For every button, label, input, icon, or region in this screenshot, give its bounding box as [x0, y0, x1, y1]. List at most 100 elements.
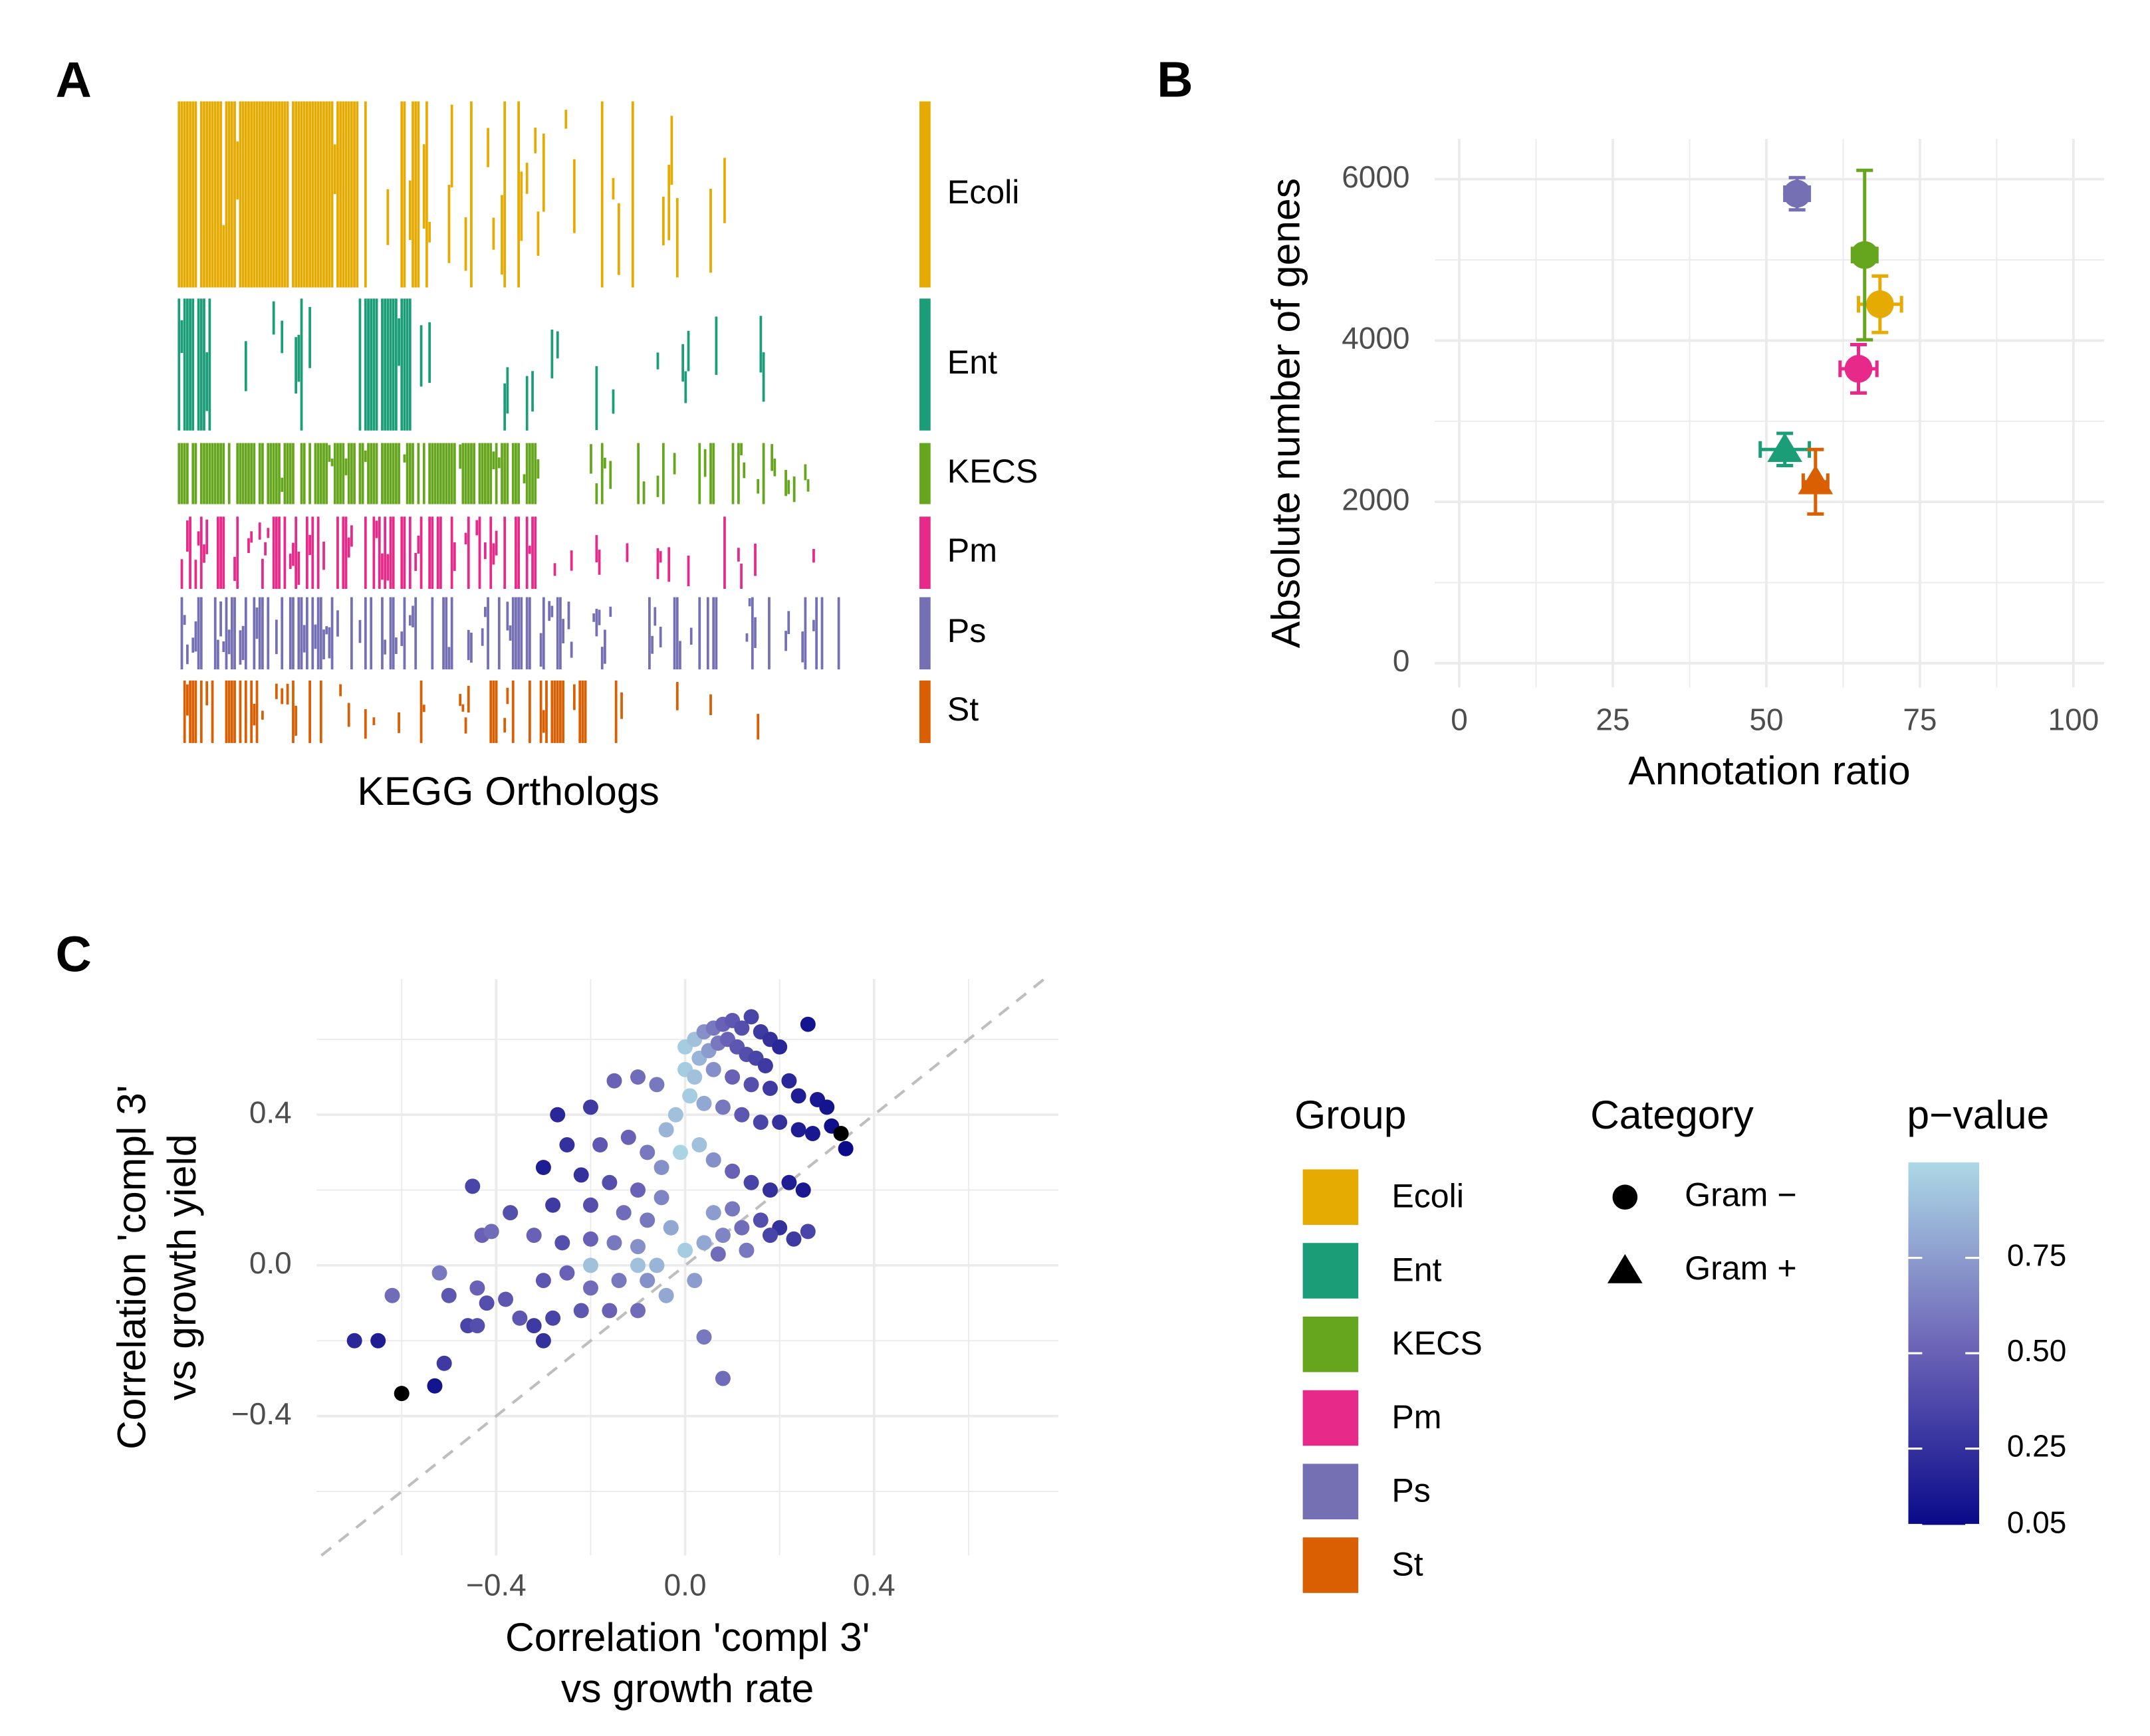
- point: [630, 1069, 646, 1085]
- heatmap-cell: [372, 717, 376, 725]
- heatmap-cell: [525, 376, 529, 431]
- heatmap-cell: [492, 217, 495, 250]
- heatmap-cell: [464, 717, 467, 734]
- colorbar-label: 0.75: [2007, 1238, 2066, 1273]
- heatmap-cell: [631, 101, 634, 288]
- heatmap-cell: [408, 516, 412, 589]
- heatmap-cell: [178, 298, 181, 431]
- heatmap-cell: [539, 680, 542, 743]
- heatmap-cell: [511, 597, 515, 670]
- heatmap-cell: [534, 443, 537, 504]
- heatmap-cell: [392, 298, 395, 431]
- heatmap-cell: [233, 680, 236, 743]
- heatmap-cell: [489, 516, 493, 589]
- heatmap-cell: [539, 633, 542, 667]
- heatmap-cell: [534, 516, 537, 589]
- point: [630, 1182, 646, 1198]
- heatmap-cell: [389, 516, 392, 589]
- heatmap-cell: [559, 680, 562, 743]
- heatmap-row: [180, 597, 840, 670]
- heatmap-cell: [264, 101, 267, 288]
- point: [786, 1231, 802, 1247]
- heatmap-cell: [199, 516, 203, 589]
- heatmap-cell: [392, 597, 395, 670]
- heatmap-cell: [250, 680, 253, 743]
- heatmap-cell: [731, 443, 735, 504]
- heatmap-cell: [748, 598, 751, 607]
- point: [640, 1212, 656, 1228]
- heatmap-cell: [261, 101, 264, 288]
- heatmap-cell: [344, 516, 348, 589]
- heatmap-cell: [255, 607, 259, 639]
- heatmap-cell: [398, 712, 400, 733]
- heatmap-cell: [347, 443, 350, 504]
- heatmap-cell: [217, 443, 219, 504]
- point: [715, 1099, 731, 1115]
- heatmap-cell: [445, 443, 448, 504]
- heatmap-cell: [319, 101, 322, 288]
- heatmap-cell: [283, 516, 287, 589]
- heatmap-cell: [487, 128, 489, 167]
- heatmap-cell: [495, 680, 498, 743]
- heatmap-cell: [314, 624, 317, 649]
- x-tick-label: 25: [1596, 703, 1629, 737]
- point: [512, 1310, 528, 1326]
- heatmap-cell: [759, 316, 763, 373]
- heatmap-cell: [475, 520, 479, 536]
- heatmap-cell: [523, 474, 526, 484]
- heatmap-cell: [572, 159, 576, 233]
- heatmap-cell: [342, 101, 345, 288]
- heatmap-cell: [261, 443, 264, 504]
- heatmap-cell: [244, 101, 247, 288]
- heatmap-cell: [675, 597, 679, 670]
- heatmap-cell: [297, 552, 300, 585]
- point: [559, 1265, 575, 1281]
- heatmap-cell: [428, 516, 431, 589]
- heatmap-cell: [675, 682, 679, 710]
- heatmap-cell: [180, 443, 183, 504]
- heatmap-cell: [222, 225, 225, 288]
- heatmap-cell: [570, 550, 573, 571]
- point: [535, 1273, 551, 1289]
- heatmap-cell: [191, 101, 195, 288]
- heatmap-cell: [272, 101, 275, 288]
- point: [781, 1073, 797, 1089]
- heatmap-cell: [219, 443, 222, 504]
- heatmap-cell: [219, 601, 222, 637]
- heatmap-cell: [233, 101, 236, 288]
- heatmap-cell: [598, 550, 601, 575]
- heatmap-cell: [227, 101, 231, 288]
- heatmap-cell: [419, 680, 423, 743]
- point: [573, 1167, 589, 1183]
- heatmap-cell: [464, 217, 467, 271]
- point: [573, 1303, 589, 1319]
- heatmap-cell: [422, 705, 425, 712]
- legend-key: [1302, 1537, 1359, 1593]
- heatmap-cell: [604, 629, 606, 664]
- heatmap-cell: [487, 597, 489, 670]
- heatmap-cell: [637, 443, 640, 504]
- heatmap-cell: [661, 196, 665, 246]
- heatmap-cell: [236, 516, 239, 589]
- heatmap-cell: [506, 443, 509, 504]
- heatmap-cell: [712, 597, 715, 670]
- x-tick-label: 75: [1903, 703, 1937, 737]
- heatmap-cell: [787, 611, 790, 635]
- heatmap-cell: [757, 714, 760, 740]
- heatmap-cell: [398, 443, 400, 504]
- legend-label: KECS: [1391, 1325, 1482, 1362]
- heatmap-cell: [408, 443, 412, 504]
- heatmap-cell: [375, 520, 378, 538]
- heatmap-cell: [183, 443, 186, 504]
- heatmap-cell: [403, 597, 406, 670]
- colorbar-label: 0.25: [2007, 1429, 2066, 1464]
- heatmap-cell: [330, 101, 334, 288]
- heatmap-cell: [297, 334, 300, 382]
- heatmap-cell: [199, 597, 203, 670]
- heatmap-cell: [414, 597, 418, 670]
- heatmap-cell: [213, 101, 217, 288]
- heatmap-cell: [302, 101, 306, 288]
- heatmap-cell: [537, 211, 540, 256]
- heatmap-cell: [812, 548, 815, 563]
- heatmap-cell: [436, 443, 439, 504]
